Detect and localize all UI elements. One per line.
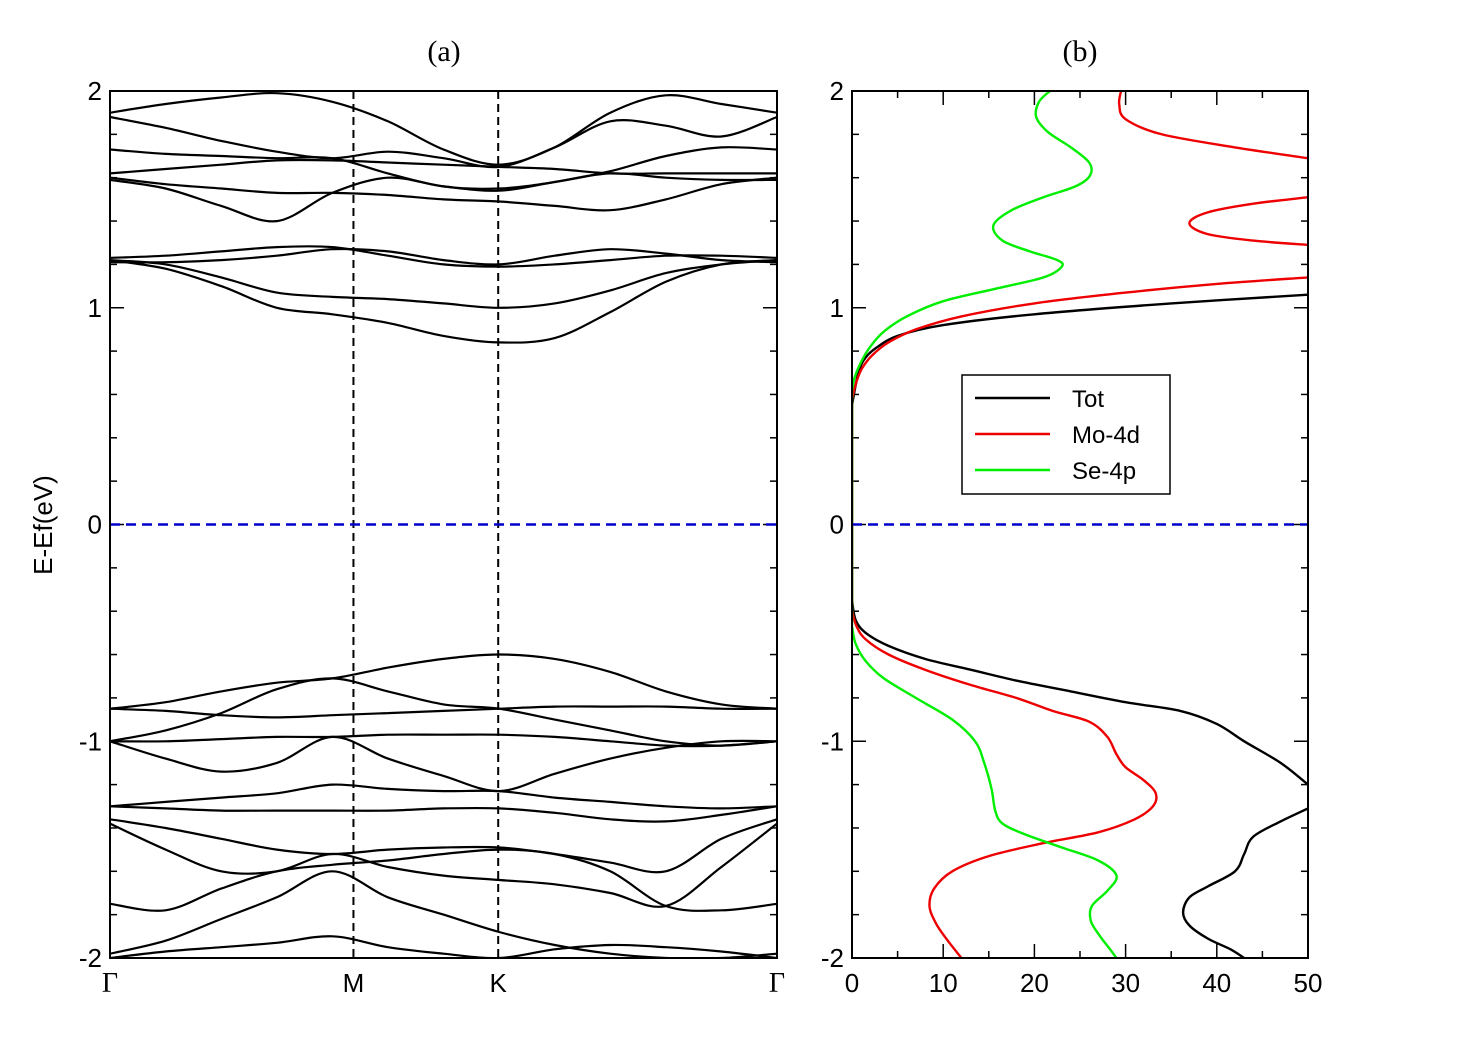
valence-band-line bbox=[110, 848, 777, 912]
y-tick-label: 2 bbox=[88, 76, 102, 106]
panel-a-title: (a) bbox=[427, 35, 460, 68]
dos-line-tot bbox=[1181, 807, 1308, 958]
kpoint-label: M bbox=[343, 968, 365, 998]
valence-band-line bbox=[110, 783, 777, 810]
legend-label-se-4p: Se-4p bbox=[1072, 458, 1136, 485]
dos-line-tot bbox=[852, 600, 1308, 786]
conduction-band-line bbox=[110, 176, 777, 212]
panel-b-title: (b) bbox=[1063, 35, 1098, 68]
y-tick-label: 1 bbox=[88, 293, 102, 323]
x-tick-label: 50 bbox=[1294, 968, 1323, 998]
valence-band-line bbox=[110, 677, 777, 747]
panel-b-frame bbox=[851, 90, 1309, 959]
y-tick-label: -2 bbox=[79, 943, 102, 973]
conduction-band-line bbox=[110, 172, 777, 223]
y-tick-label: 1 bbox=[830, 293, 844, 323]
kpoint-label: Γ bbox=[102, 968, 118, 999]
dos-line-mo-4d bbox=[1188, 196, 1308, 247]
legend-label-mo-4d: Mo-4d bbox=[1072, 422, 1140, 449]
valence-band-line bbox=[110, 818, 777, 874]
y-tick-label: 0 bbox=[88, 510, 102, 540]
x-tick-label: 30 bbox=[1111, 968, 1140, 998]
y-axis-title: E-Ef(eV) bbox=[28, 475, 58, 575]
dos-line-mo-4d bbox=[1117, 91, 1308, 160]
conduction-band-line bbox=[110, 245, 777, 268]
conduction-band-line bbox=[110, 91, 777, 166]
panel-a-frame bbox=[109, 90, 778, 959]
legend: Tot Mo-4d Se-4p bbox=[961, 374, 1171, 495]
dos-line-mo-4d bbox=[852, 276, 1308, 400]
valence-band-line bbox=[110, 935, 777, 958]
conduction-band-line bbox=[110, 146, 777, 190]
valence-band-line bbox=[110, 653, 777, 710]
dos-line-se-4p bbox=[852, 91, 1093, 391]
valence-band-line bbox=[110, 822, 777, 908]
x-tick-label: 20 bbox=[1020, 968, 1049, 998]
kpoint-label: Γ bbox=[769, 968, 785, 999]
conduction-band-line bbox=[110, 115, 777, 169]
y-tick-label: -1 bbox=[821, 726, 844, 756]
conduction-band-line bbox=[110, 259, 777, 309]
band-lines bbox=[110, 91, 777, 958]
valence-band-line bbox=[110, 805, 777, 823]
valence-band-line bbox=[110, 870, 777, 958]
valence-band-line bbox=[110, 735, 777, 793]
legend-label-tot: Tot bbox=[1072, 386, 1104, 413]
valence-band-line bbox=[110, 705, 777, 719]
valence-band-line bbox=[110, 733, 777, 748]
conduction-band-line bbox=[110, 158, 777, 175]
y-tick-label: 2 bbox=[830, 76, 844, 106]
conduction-band-line bbox=[110, 259, 777, 344]
band-structure-panel: -2 -1 0 1 2 Γ M K Γ bbox=[79, 76, 785, 999]
dos-line-se-4p bbox=[852, 626, 1118, 958]
y-tick-label: -2 bbox=[821, 943, 844, 973]
y-tick-label: 0 bbox=[830, 510, 844, 540]
conduction-band-line bbox=[110, 247, 777, 266]
x-tick-label: 40 bbox=[1202, 968, 1231, 998]
y-tick-label: -1 bbox=[79, 726, 102, 756]
dos-line-mo-4d bbox=[852, 610, 1158, 958]
dos-lines bbox=[852, 91, 1308, 958]
kpoint-label: K bbox=[490, 968, 508, 998]
x-tick-label: 0 bbox=[845, 968, 859, 998]
x-tick-label: 10 bbox=[929, 968, 958, 998]
